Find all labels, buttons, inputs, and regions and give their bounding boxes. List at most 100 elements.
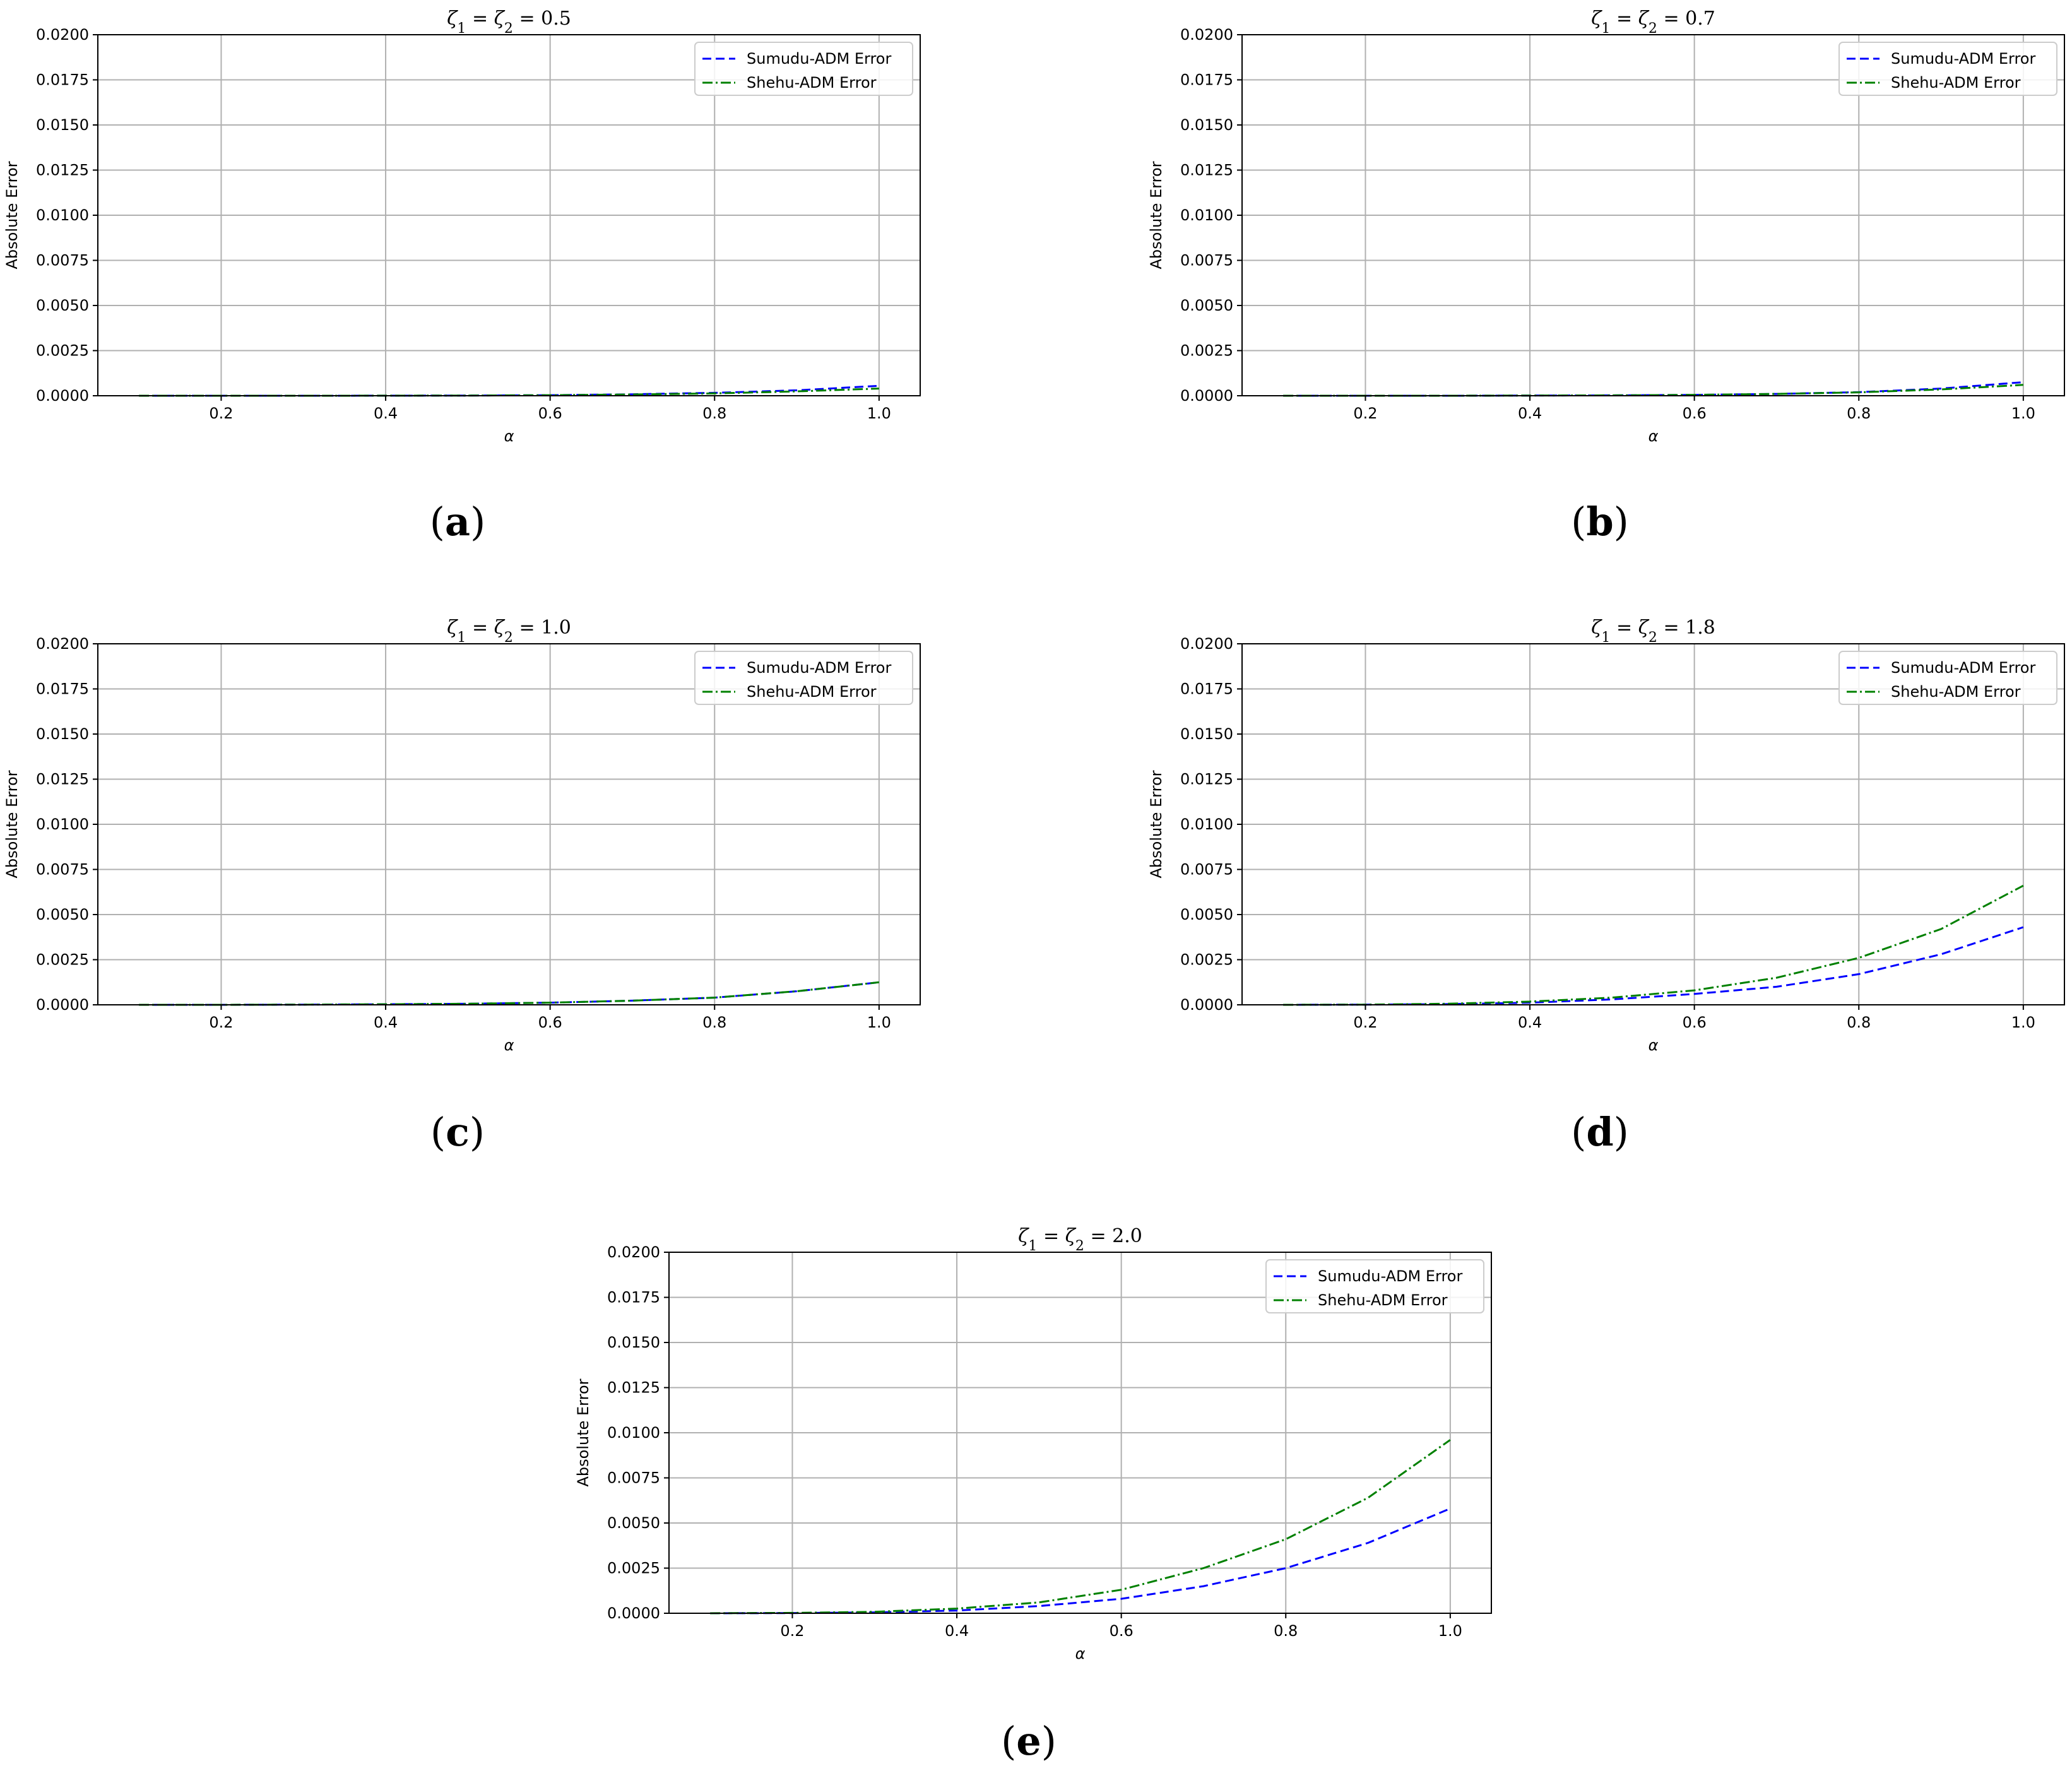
chart-panel-d: 0.2 0.4 0.6 0.8 1.0 0.0000 0.0025 0.0050 0.0075 0… bbox=[1147, 617, 2065, 1155]
x-tick-label: 0.6 bbox=[1683, 405, 1707, 422]
x-tick-label: 0.6 bbox=[538, 1014, 562, 1031]
chart-panel-b: 0.2 0.4 0.6 0.8 1.0 0.0000 0.0025 0.0050 0.0075 0… bbox=[1147, 8, 2065, 545]
x-tick-label: 0.8 bbox=[702, 1014, 726, 1031]
y-tick-label: 0.0000 bbox=[607, 1604, 660, 1622]
legend-box bbox=[1838, 651, 2057, 705]
y-tick-label: 0.0100 bbox=[1180, 206, 1233, 224]
y-tick-label: 0.0075 bbox=[1180, 861, 1233, 879]
y-tick-label: 0.0000 bbox=[36, 387, 89, 405]
y-tick-label: 0.0050 bbox=[1180, 297, 1233, 314]
y-tick-label: 0.0050 bbox=[36, 906, 89, 923]
y-tick-label: 0.0200 bbox=[36, 635, 89, 653]
y-axis-label: Absolute Error bbox=[1147, 161, 1165, 269]
x-axis-label: α bbox=[1649, 427, 1659, 445]
y-tick-label: 0.0200 bbox=[1180, 635, 1233, 653]
legend-label-shehu: Shehu-ADM Error bbox=[747, 683, 877, 701]
series-line-shehu bbox=[139, 981, 879, 1006]
y-tick-label: 0.0175 bbox=[1180, 71, 1233, 89]
chart-panel-e: 0.2 0.4 0.6 0.8 1.0 0.0000 0.0025 0.0050 0.0075 0… bbox=[574, 1225, 1492, 1764]
y-axis-label: Absolute Error bbox=[1147, 770, 1165, 878]
y-tick-label: 0.0150 bbox=[1180, 725, 1233, 743]
series-line-shehu bbox=[710, 1439, 1451, 1615]
x-tick-label: 0.8 bbox=[1847, 405, 1871, 422]
x-tick-label: 0.2 bbox=[1353, 405, 1377, 422]
y-tick-label: 0.0075 bbox=[36, 252, 89, 270]
legend-label-sumudu: Sumudu-ADM Error bbox=[1891, 50, 2035, 68]
x-tick-label: 0.6 bbox=[538, 405, 562, 422]
chart-title: ζ1 = ζ2 = 0.7 bbox=[1591, 8, 1715, 37]
series-line-sumudu bbox=[139, 384, 879, 397]
chart-title: ζ1 = ζ2 = 1.0 bbox=[447, 617, 571, 646]
x-tick-label: 0.2 bbox=[1353, 1014, 1377, 1031]
y-tick-label: 0.0075 bbox=[607, 1469, 660, 1487]
y-tick-label: 0.0150 bbox=[1180, 116, 1233, 134]
y-tick-label: 0.0175 bbox=[36, 71, 89, 89]
y-axis-label: Absolute Error bbox=[3, 161, 21, 269]
x-axis-label: α bbox=[504, 427, 514, 445]
y-tick-label: 0.0200 bbox=[607, 1243, 660, 1261]
y-tick-label: 0.0125 bbox=[36, 771, 89, 788]
y-tick-label: 0.0125 bbox=[36, 162, 89, 179]
y-tick-label: 0.0000 bbox=[1180, 996, 1233, 1014]
x-tick-label: 1.0 bbox=[2011, 1014, 2035, 1031]
y-tick-label: 0.0175 bbox=[36, 680, 89, 698]
chart-title: ζ1 = ζ2 = 0.5 bbox=[447, 8, 571, 37]
x-tick-label: 0.6 bbox=[1110, 1622, 1134, 1640]
x-tick-label: 1.0 bbox=[867, 1014, 891, 1031]
y-tick-label: 0.0200 bbox=[36, 26, 89, 44]
series-line-shehu bbox=[1283, 384, 2023, 397]
x-tick-label: 0.4 bbox=[374, 1014, 398, 1031]
y-tick-label: 0.0125 bbox=[1180, 771, 1233, 788]
y-tick-label: 0.0150 bbox=[36, 116, 89, 134]
x-axis-label: α bbox=[1075, 1645, 1086, 1662]
x-tick-label: 1.0 bbox=[1438, 1622, 1462, 1640]
x-tick-label: 1.0 bbox=[867, 405, 891, 422]
y-tick-label: 0.0100 bbox=[1180, 815, 1233, 833]
y-tick-label: 0.0025 bbox=[1180, 951, 1233, 969]
legend-box bbox=[1838, 42, 2057, 96]
legend-label-shehu: Shehu-ADM Error bbox=[1318, 1291, 1448, 1309]
series-line-sumudu bbox=[710, 1507, 1451, 1615]
x-tick-label: 0.8 bbox=[1847, 1014, 1871, 1031]
y-tick-label: 0.0175 bbox=[1180, 680, 1233, 698]
chart-title: ζ1 = ζ2 = 1.8 bbox=[1591, 617, 1715, 646]
chart-panel-c: 0.2 0.4 0.6 0.8 1.0 0.0000 0.0025 0.0050 0.0075 0… bbox=[3, 617, 921, 1155]
series-line-sumudu bbox=[1283, 381, 2023, 397]
x-tick-label: 0.2 bbox=[780, 1622, 804, 1640]
y-tick-label: 0.0050 bbox=[36, 297, 89, 314]
series-line-shehu bbox=[139, 388, 879, 397]
legend-label-sumudu: Sumudu-ADM Error bbox=[1891, 659, 2035, 677]
panel-label: (d) bbox=[1571, 1109, 1629, 1155]
panel-label: (b) bbox=[1571, 499, 1629, 545]
x-axis-label: α bbox=[1649, 1036, 1659, 1054]
y-tick-label: 0.0175 bbox=[607, 1289, 660, 1307]
chart-panel-a: 0.2 0.4 0.6 0.8 1.0 0.0000 0.0025 0.0050 0.0075 0… bbox=[3, 8, 921, 545]
x-tick-label: 0.4 bbox=[945, 1622, 969, 1640]
y-tick-label: 0.0000 bbox=[36, 996, 89, 1014]
y-tick-label: 0.0100 bbox=[36, 815, 89, 833]
y-tick-label: 0.0025 bbox=[36, 342, 89, 360]
x-tick-label: 1.0 bbox=[2011, 405, 2035, 422]
legend-label-shehu: Shehu-ADM Error bbox=[1891, 74, 2021, 92]
x-tick-label: 0.6 bbox=[1683, 1014, 1707, 1031]
legend-label-shehu: Shehu-ADM Error bbox=[1891, 683, 2021, 701]
y-tick-label: 0.0125 bbox=[1180, 162, 1233, 179]
y-tick-label: 0.0050 bbox=[1180, 906, 1233, 923]
y-tick-label: 0.0075 bbox=[1180, 252, 1233, 270]
y-tick-label: 0.0150 bbox=[607, 1334, 660, 1351]
y-axis-label: Absolute Error bbox=[574, 1378, 592, 1486]
chart-title: ζ1 = ζ2 = 2.0 bbox=[1018, 1225, 1142, 1254]
x-tick-label: 0.8 bbox=[1274, 1622, 1298, 1640]
y-tick-label: 0.0000 bbox=[1180, 387, 1233, 405]
legend-label-shehu: Shehu-ADM Error bbox=[747, 74, 877, 92]
panel-label: (c) bbox=[430, 1109, 485, 1155]
y-tick-label: 0.0075 bbox=[36, 861, 89, 879]
legend-box bbox=[1265, 1259, 1484, 1313]
y-tick-label: 0.0100 bbox=[36, 206, 89, 224]
y-axis-label: Absolute Error bbox=[3, 770, 21, 878]
legend-label-sumudu: Sumudu-ADM Error bbox=[747, 50, 891, 68]
y-tick-label: 0.0125 bbox=[607, 1379, 660, 1397]
x-axis-label: α bbox=[504, 1036, 514, 1054]
y-tick-label: 0.0150 bbox=[36, 725, 89, 743]
